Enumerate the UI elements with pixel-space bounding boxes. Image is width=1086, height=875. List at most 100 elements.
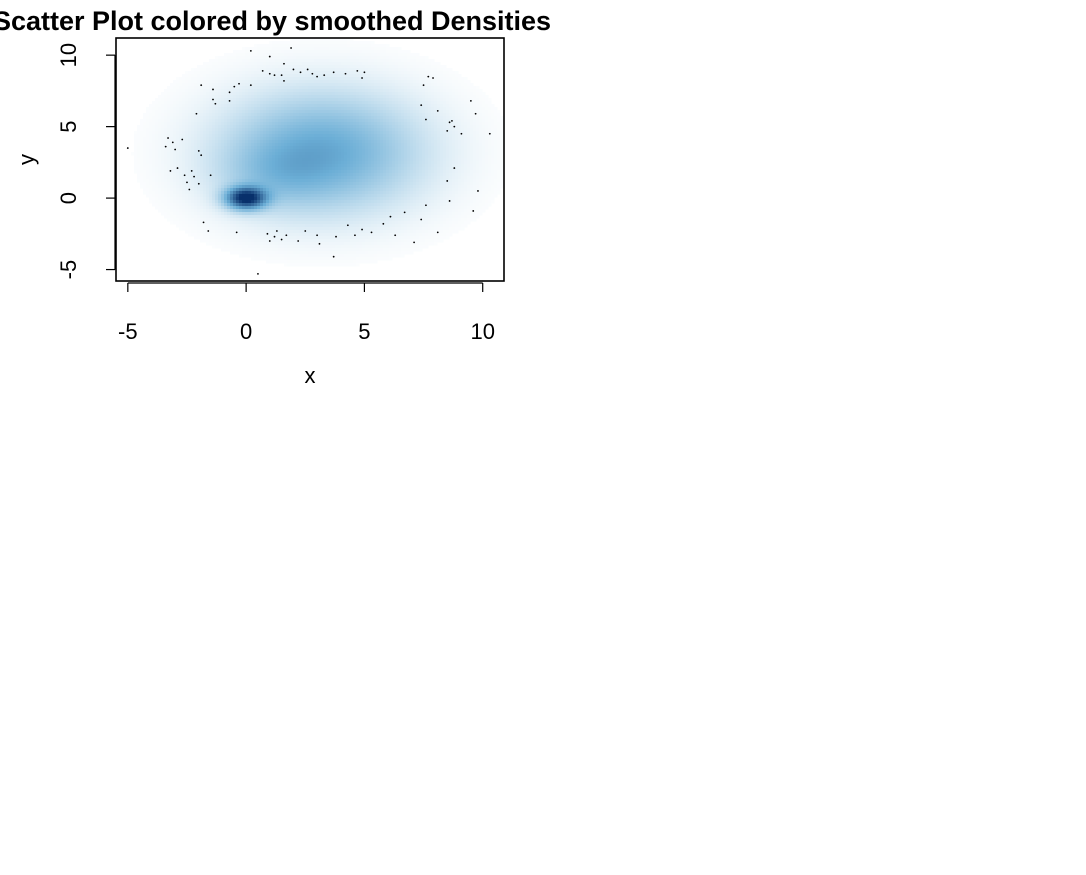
- density-cell: [239, 179, 243, 183]
- density-cell: [137, 179, 141, 183]
- density-cell: [452, 140, 456, 144]
- density-cell: [221, 128, 225, 132]
- density-cell: [314, 38, 318, 42]
- density-cell: [431, 95, 435, 99]
- density-cell: [377, 65, 381, 69]
- density-cell: [488, 170, 492, 174]
- density-cell: [224, 161, 228, 165]
- density-cell: [419, 179, 423, 183]
- density-cell: [215, 137, 219, 141]
- density-cell: [146, 134, 150, 138]
- density-cell: [356, 41, 360, 45]
- density-cell: [311, 41, 315, 45]
- density-cell: [392, 95, 396, 99]
- density-cell: [425, 95, 429, 99]
- density-cell: [275, 47, 279, 51]
- density-cell: [425, 161, 429, 165]
- density-cell: [383, 146, 387, 150]
- density-cell: [347, 86, 351, 90]
- density-cell: [416, 110, 420, 114]
- density-cell: [140, 131, 144, 135]
- density-cell: [446, 110, 450, 114]
- density-cell: [341, 113, 345, 117]
- density-cell: [251, 83, 255, 87]
- density-cell: [188, 140, 192, 144]
- density-cell: [290, 140, 294, 144]
- density-cell: [482, 113, 486, 117]
- density-cell: [254, 179, 258, 183]
- density-cell: [191, 167, 195, 171]
- density-cell: [308, 56, 312, 60]
- density-cell: [236, 56, 240, 60]
- density-cell: [491, 122, 495, 126]
- density-cell: [173, 122, 177, 126]
- density-cell: [482, 137, 486, 141]
- density-cell: [230, 74, 234, 78]
- density-cell: [419, 95, 423, 99]
- density-cell: [380, 71, 384, 75]
- density-cell: [311, 44, 315, 48]
- density-cell: [320, 53, 324, 57]
- density-cell: [254, 56, 258, 60]
- density-cell: [278, 113, 282, 117]
- density-cell: [155, 107, 159, 111]
- density-cell: [365, 77, 369, 81]
- density-cell: [419, 68, 423, 72]
- density-cell: [224, 143, 228, 147]
- density-cell: [437, 62, 441, 66]
- density-cell: [425, 179, 429, 183]
- density-cell: [407, 62, 411, 66]
- density-cell: [296, 137, 300, 141]
- density-cell: [416, 98, 420, 102]
- density-cell: [491, 158, 495, 162]
- density-cell: [242, 86, 246, 90]
- density-cell: [437, 65, 441, 69]
- density-cell: [407, 176, 411, 180]
- density-cell: [134, 137, 138, 141]
- density-cell: [452, 152, 456, 156]
- density-cell: [251, 137, 255, 141]
- density-cell: [413, 170, 417, 174]
- density-cell: [260, 128, 264, 132]
- density-cell: [293, 95, 297, 99]
- density-cell: [302, 77, 306, 81]
- density-cell: [287, 140, 291, 144]
- density-cell: [176, 179, 180, 183]
- density-cell: [260, 158, 264, 162]
- density-cell: [326, 47, 330, 51]
- density-cell: [284, 170, 288, 174]
- density-cell: [293, 98, 297, 102]
- density-cell: [386, 101, 390, 105]
- density-cell: [347, 101, 351, 105]
- density-cell: [236, 161, 240, 165]
- density-cell: [368, 80, 372, 84]
- density-cell: [332, 113, 336, 117]
- density-cell: [395, 59, 399, 63]
- density-cell: [395, 161, 399, 165]
- density-cell: [389, 173, 393, 177]
- density-cell: [401, 98, 405, 102]
- density-cell: [374, 125, 378, 129]
- density-cell: [461, 113, 465, 117]
- density-cell: [131, 152, 135, 156]
- density-cell: [323, 140, 327, 144]
- density-cell: [443, 71, 447, 75]
- density-cell: [482, 161, 486, 165]
- density-cell: [374, 158, 378, 162]
- density-cell: [314, 44, 318, 48]
- density-cell: [263, 143, 267, 147]
- density-cell: [449, 140, 453, 144]
- density-cell: [413, 125, 417, 129]
- density-cell: [266, 95, 270, 99]
- density-cell: [254, 104, 258, 108]
- density-cell: [350, 176, 354, 180]
- density-cell: [296, 173, 300, 177]
- density-cell: [299, 68, 303, 72]
- density-cell: [380, 107, 384, 111]
- density-cell: [266, 140, 270, 144]
- density-cell: [338, 77, 342, 81]
- density-cell: [284, 62, 288, 66]
- density-cell: [200, 137, 204, 141]
- density-cell: [281, 104, 285, 108]
- density-cell: [380, 149, 384, 153]
